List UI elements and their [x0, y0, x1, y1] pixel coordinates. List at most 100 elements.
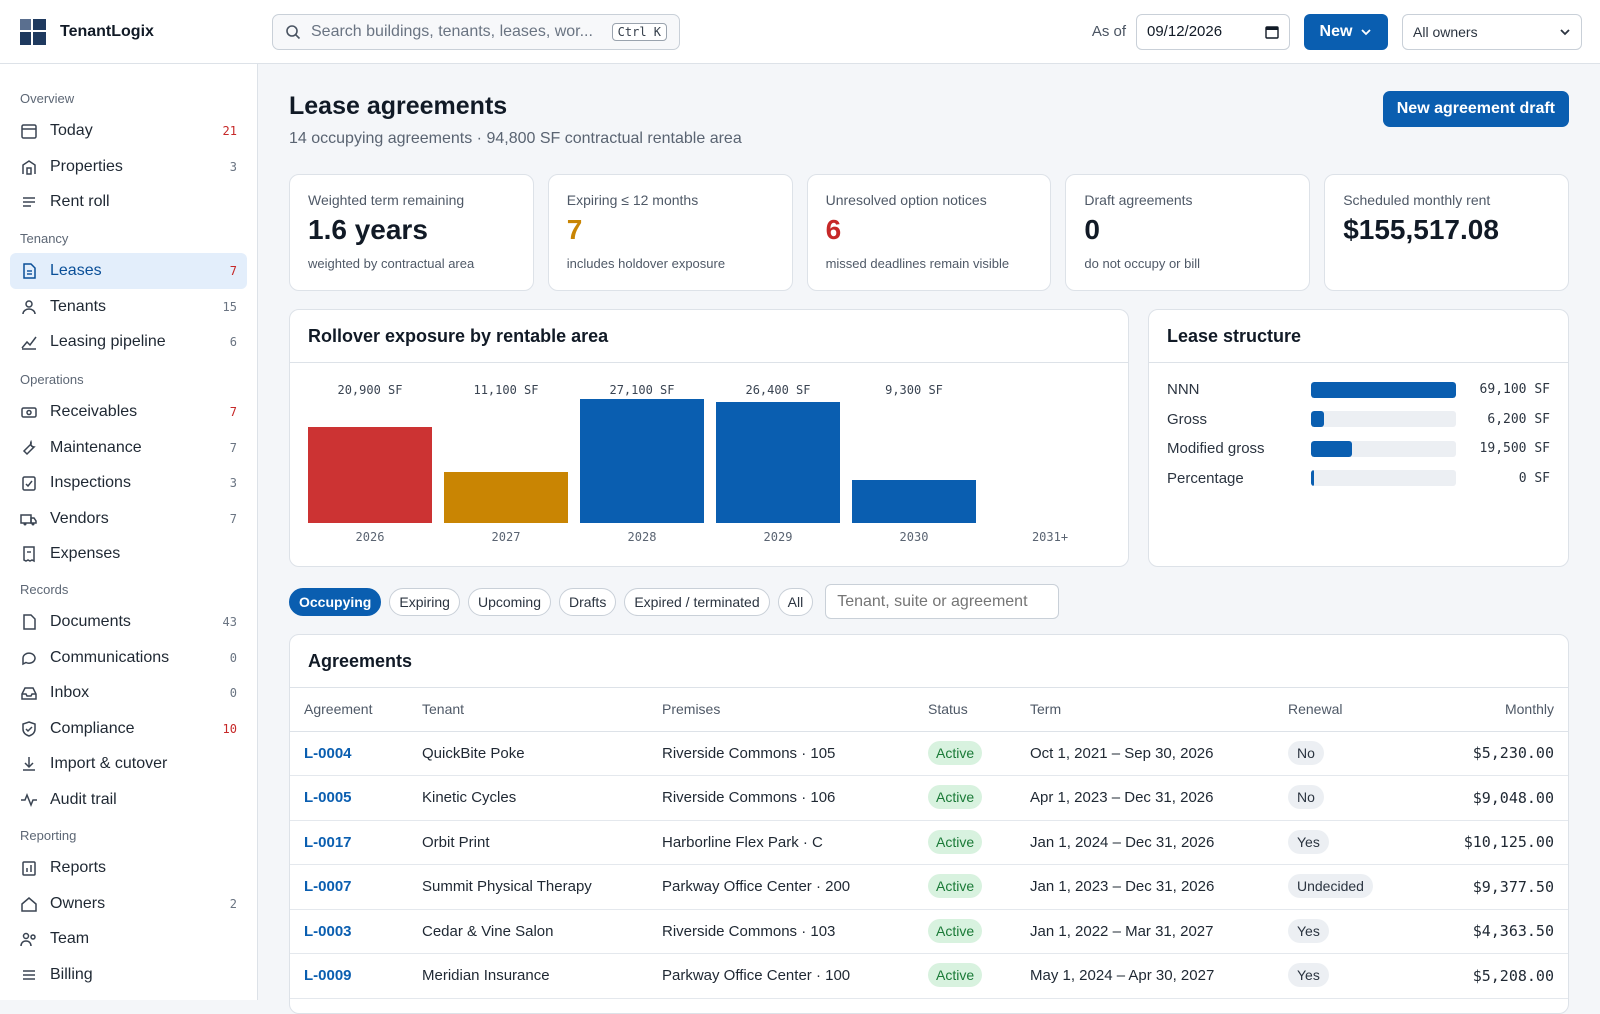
sidebar-item-count: 3	[229, 159, 237, 174]
column-header[interactable]: Renewal	[1274, 688, 1424, 732]
table-row[interactable]: L-0005 Kinetic Cycles Riverside Commons · …	[290, 775, 1568, 821]
rollover-bar-2027[interactable]	[444, 472, 568, 523]
column-header[interactable]: Status	[914, 688, 1016, 732]
filter-tab-expiring[interactable]: Expiring	[389, 587, 460, 616]
rollover-data-label: 27,100 SF	[609, 383, 674, 397]
lease-structure-name: Gross	[1167, 410, 1208, 428]
sidebar-item-label: Communications	[50, 648, 170, 666]
main-content: Lease agreements 14 occupying agreements…	[258, 64, 1600, 1014]
kpi-caption: do not occupy or bill	[1084, 256, 1201, 271]
table-row[interactable]: L-0003 Cedar & Vine Salon Riverside Common…	[290, 909, 1568, 954]
inbox-icon	[20, 684, 38, 702]
shield-icon	[20, 720, 38, 738]
sidebar-item-audit-trail[interactable]: Audit trail	[10, 782, 247, 818]
kpi-card: Scheduled monthly rent $155,517.08	[1324, 174, 1569, 291]
rollover-tick-label: 2029	[764, 530, 793, 544]
column-header[interactable]: Term	[1016, 688, 1274, 732]
sidebar-item-count: 15	[222, 299, 237, 314]
sidebar-item-count: 7	[229, 440, 237, 455]
rollover-bar-2030[interactable]	[852, 480, 976, 523]
renewal-cell: Yes	[1274, 909, 1424, 954]
kpi-card: Unresolved option notices 6 missed deadlin…	[806, 174, 1052, 291]
brand[interactable]: TenantLogix	[0, 18, 258, 45]
chevron-down-icon	[1361, 28, 1372, 35]
table-row[interactable]: L-0009 Meridian Insurance Parkway Office C…	[290, 953, 1568, 999]
sidebar-item-vendors[interactable]: Vendors 7	[10, 501, 247, 537]
sidebar-item-communications[interactable]: Communications 0	[10, 640, 247, 676]
sidebar-item-expenses[interactable]: Expenses	[10, 536, 247, 572]
agreement-id-link[interactable]: L-0007	[290, 864, 408, 910]
tenant-cell: Orbit Print	[408, 820, 648, 865]
table-row[interactable]: L-0007 Summit Physical Therapy Parkway Off…	[290, 864, 1568, 910]
agreement-id-link[interactable]: L-0017	[290, 820, 408, 865]
chart-icon	[20, 333, 38, 351]
rollover-tick-label: 2030	[900, 530, 929, 544]
agreement-id-link[interactable]: L-0009	[290, 953, 408, 999]
search-placeholder: Search buildings, tenants, leases, wor..…	[311, 22, 593, 40]
sidebar-item-compliance[interactable]: Compliance 10	[10, 711, 247, 747]
filter-tab-all[interactable]: All	[777, 587, 814, 616]
sidebar-item-label: Inbox	[50, 684, 90, 701]
sidebar-item-import-cutover[interactable]: Import & cutover	[10, 746, 247, 782]
sidebar-item-receivables[interactable]: Receivables 7	[10, 394, 247, 430]
sidebar-item-tenants[interactable]: Tenants 15	[10, 289, 247, 325]
sidebar-item-maintenance[interactable]: Maintenance 7	[10, 430, 247, 466]
agreement-search-input[interactable]	[825, 584, 1060, 619]
sidebar-item-reports[interactable]: Reports	[10, 850, 247, 886]
column-header[interactable]: Tenant	[408, 688, 648, 732]
kpi-value: 6	[825, 214, 842, 245]
sidebar-item-leasing-pipeline[interactable]: Leasing pipeline 6	[10, 324, 247, 360]
monthly-rent-cell: $9,377.50	[1424, 864, 1568, 910]
table-row[interactable]: L-0004 QuickBite Poke Riverside Commons · …	[290, 731, 1568, 776]
sidebar-section: Reporting Reports Owners 2 Team Billing	[10, 826, 247, 992]
owner-filter-select[interactable]: All owners	[1402, 13, 1582, 50]
premises-cell: Riverside Commons · 105	[648, 731, 914, 776]
sidebar-item-properties[interactable]: Properties 3	[10, 149, 247, 185]
status-badge: Active	[928, 874, 983, 899]
rollover-tick-label: 2028	[628, 530, 657, 544]
sidebar-item-documents[interactable]: Documents 43	[10, 604, 247, 640]
filter-tab-occupying[interactable]: Occupying	[289, 587, 382, 616]
column-header[interactable]: Monthly	[1424, 688, 1568, 732]
sidebar-section: Tenancy Leases 7 Tenants 15 Leasing pipeline 6	[10, 229, 247, 360]
premises-cell: Riverside Commons · 103	[648, 909, 914, 954]
agreement-id-link[interactable]: L-0004	[290, 731, 408, 776]
table-header-row: Agreement Tenant Premises Status Term Renewal…	[290, 688, 1568, 732]
new-menu-button[interactable]: New	[1304, 13, 1388, 50]
global-search-input[interactable]: Search buildings, tenants, leases, wor..…	[272, 13, 680, 50]
sidebar-item-owners[interactable]: Owners 2	[10, 886, 247, 922]
page-subtitle: 14 occupying agreements · 94,800 SF cont…	[289, 130, 742, 147]
kpi-value: $155,517.08	[1343, 214, 1499, 245]
status-cell: Active	[914, 820, 1016, 865]
sidebar-item-today[interactable]: Today 21	[10, 113, 247, 149]
rollover-bar-2029[interactable]	[716, 402, 840, 523]
new-agreement-draft-button[interactable]: New agreement draft	[1382, 91, 1569, 127]
tenant-cell: Cedar & Vine Salon	[408, 909, 648, 954]
renewal-cell: No	[1274, 731, 1424, 776]
rollover-tick-label: 2026	[356, 530, 385, 544]
rollover-bar-2028[interactable]	[580, 399, 704, 523]
sidebar-item-inbox[interactable]: Inbox 0	[10, 675, 247, 711]
sidebar-item-inspections[interactable]: Inspections 3	[10, 465, 247, 501]
agreement-id-link[interactable]: L-0005	[290, 775, 408, 821]
rollover-bar-2026[interactable]	[308, 427, 432, 523]
sidebar-item-leases[interactable]: Leases 7	[10, 253, 247, 289]
status-badge: Active	[928, 829, 983, 854]
kpi-caption: weighted by contractual area	[308, 256, 475, 271]
sidebar-item-billing[interactable]: Billing	[10, 957, 247, 993]
lease-structure-name: Modified gross	[1167, 440, 1265, 458]
sidebar-item-rent-roll[interactable]: Rent roll	[10, 184, 247, 220]
agreement-id-link[interactable]: L-0003	[290, 909, 408, 954]
lease-structure-bar-track	[1311, 470, 1456, 487]
column-header[interactable]: Agreement	[290, 688, 408, 732]
filter-tab-expired-terminated[interactable]: Expired / terminated	[624, 587, 770, 616]
lease-structure-value: 69,100 SF	[1479, 382, 1550, 398]
filter-tab-drafts[interactable]: Drafts	[558, 587, 617, 616]
renewal-badge: Yes	[1288, 829, 1329, 854]
filter-tab-upcoming[interactable]: Upcoming	[467, 587, 551, 616]
column-header[interactable]: Premises	[648, 688, 914, 732]
monthly-rent-cell: $4,363.50	[1424, 909, 1568, 954]
table-row[interactable]: L-0017 Orbit Print Harborline Flex Park · …	[290, 820, 1568, 865]
sidebar-item-team[interactable]: Team	[10, 921, 247, 957]
as-of-date-input[interactable]: 09/12/2026	[1136, 13, 1290, 50]
